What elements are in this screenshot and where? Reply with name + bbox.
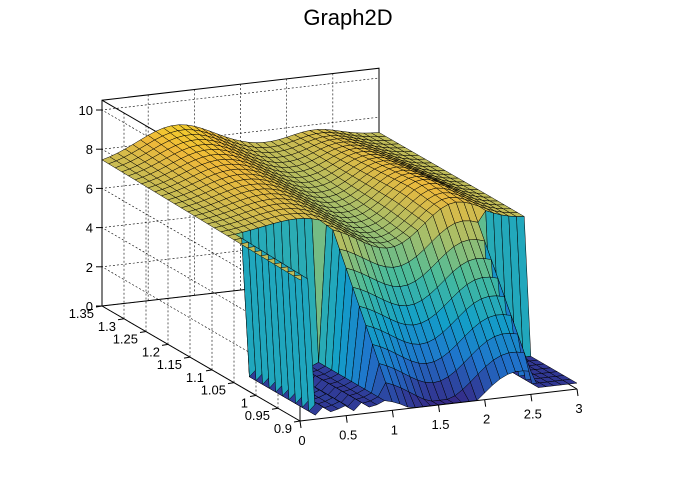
z-tick-label: 10 <box>79 103 93 118</box>
z-tick-label: 6 <box>86 181 93 196</box>
z-axis-ticks: 0 2 4 6 8 10 <box>79 103 102 314</box>
x-tick-label: 1 <box>391 422 398 437</box>
y-tick-mark <box>183 356 191 359</box>
surface-mesh <box>101 124 578 416</box>
y-tick-mark <box>95 305 103 308</box>
y-tick-mark <box>227 382 235 385</box>
x-tick-mark <box>576 388 579 397</box>
x-tick-label: 1.5 <box>431 417 449 432</box>
z-tick-label: 4 <box>86 221 93 236</box>
x-tick-label: 3 <box>575 401 582 416</box>
x-tick-mark <box>530 394 533 402</box>
z-tick-label: 0 <box>86 299 93 314</box>
y-tick-label: 1.25 <box>113 332 138 347</box>
x-tick-label: 2 <box>483 412 490 427</box>
y-tick-label: 1.15 <box>157 357 182 372</box>
y-tick-mark <box>205 369 213 372</box>
y-tick-label: 0.95 <box>245 408 270 423</box>
y-tick-label: 1.05 <box>201 383 226 398</box>
y-tick-label: 1.3 <box>98 319 116 334</box>
x-tick-mark <box>299 420 302 429</box>
y-tick-label: 1 <box>241 395 248 410</box>
y-tick-label: 1.1 <box>186 370 204 385</box>
y-axis-ticks: 0.9 0.951 1.051.1 1.151.2 1.251.3 1.35 <box>69 305 301 436</box>
y-tick-label: 1.2 <box>142 344 160 359</box>
y-tick-label: 1.35 <box>69 306 94 321</box>
z-tick-label: 8 <box>86 142 93 157</box>
y-tick-mark <box>271 407 279 410</box>
surface-cell <box>561 379 578 385</box>
x-tick-label: 0 <box>298 433 305 448</box>
x-tick-mark <box>345 415 348 423</box>
y-tick-label: 0.9 <box>274 421 292 436</box>
x-tick-mark <box>438 404 440 413</box>
chart-title: Graph2D <box>303 5 392 30</box>
y-tick-mark <box>249 394 257 397</box>
y-tick-mark <box>161 343 169 346</box>
y-tick-mark <box>139 331 147 334</box>
x-axis-ticks: 0 0.5 1 1.5 2 2.5 3 <box>298 388 583 448</box>
x-tick-label: 0.5 <box>339 428 357 443</box>
y-tick-mark <box>117 318 125 321</box>
x-tick-label: 2.5 <box>524 406 542 421</box>
x-tick-mark <box>391 410 394 418</box>
z-tick-label: 2 <box>86 260 93 275</box>
y-tick-mark <box>293 420 301 423</box>
x-tick-mark <box>484 399 487 407</box>
